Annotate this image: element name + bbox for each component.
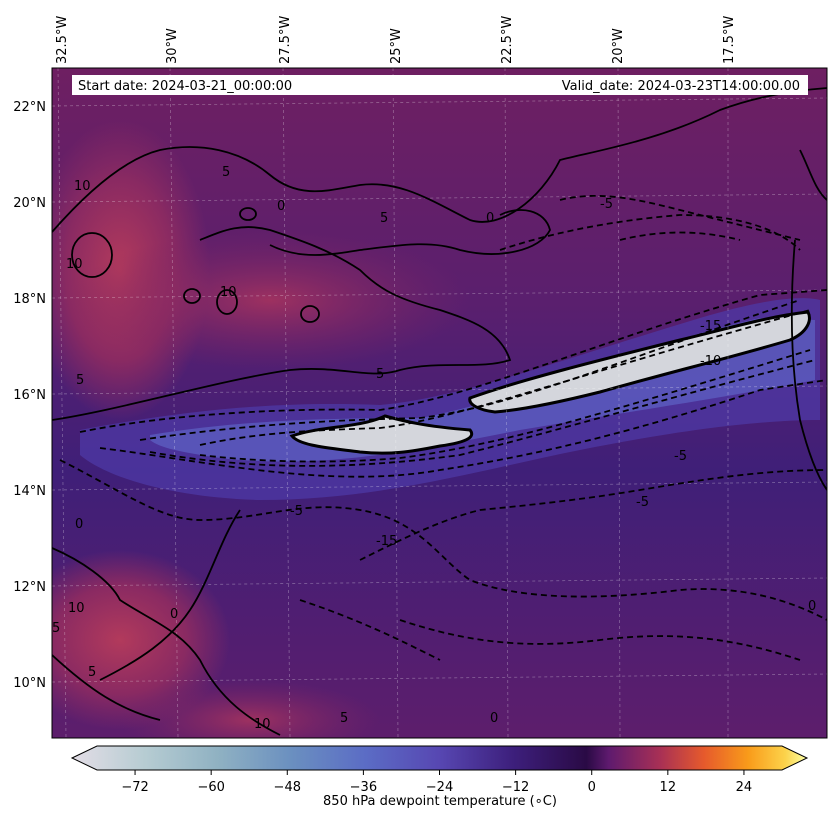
contour-label: 10: [254, 717, 271, 732]
colorbar-tick-label: −48: [274, 780, 301, 795]
contour-label: 5: [376, 367, 384, 382]
contour-label: 5: [52, 621, 60, 636]
contour-label: 0: [486, 211, 494, 226]
colorbar-tick-label: −60: [197, 780, 224, 795]
lat-tick-label: 10°N: [13, 676, 46, 691]
lon-tick-label: 17.5°W: [722, 16, 737, 64]
colorbar-ticks: −72 −60 −48 −36 −24 −12 0 12 24: [121, 770, 752, 795]
colorbar-tick-label: 24: [736, 780, 753, 795]
contour-label: -15: [376, 534, 397, 549]
lon-tick-label: 20°W: [611, 28, 626, 64]
lat-tick-label: 18°N: [13, 292, 46, 307]
warm-region-south: [120, 680, 380, 738]
contour-label: 0: [808, 599, 816, 614]
colorbar-bar: [70, 745, 809, 771]
lon-tick-label: 27.5°W: [278, 16, 293, 64]
contour-label: -15: [700, 319, 721, 334]
warm-region-southwest: [52, 550, 230, 730]
contour-label: 5: [88, 665, 96, 680]
valid-date-label: Valid_date: 2024-03-23T14:00:00.00: [562, 79, 800, 94]
contour-label: 10: [220, 285, 237, 300]
contour-label: -5: [290, 504, 303, 519]
info-bar-background: [72, 75, 808, 95]
dashed-contours: [59, 195, 827, 661]
colorbar-tick-label: 0: [588, 780, 596, 795]
contour-label: 10: [74, 179, 91, 194]
map-panel: 10 5 0 10 10 0 5 5 5 -5 -10 -15 -5 -15 -…: [52, 68, 827, 738]
colorbar-label: 850 hPa dewpoint temperature (∘C): [323, 794, 557, 809]
contour-label: -5: [600, 197, 613, 212]
lon-tick-label: 30°W: [165, 28, 180, 64]
contour-label: 10: [66, 257, 83, 272]
contour-label: 5: [222, 165, 230, 180]
contour-label: -10: [700, 354, 721, 369]
lat-tick-label: 14°N: [13, 484, 46, 499]
contour-label: 5: [76, 373, 84, 388]
solid-contours: [52, 87, 827, 736]
contour-label: 5: [340, 711, 348, 726]
contour-label: -5: [674, 449, 687, 464]
info-bar: Start date: 2024-03-21_00:00:00 Valid_da…: [72, 75, 808, 95]
contour-label: 0: [490, 711, 498, 726]
very-dry-core-east: [468, 310, 811, 414]
lat-tick-label: 16°N: [13, 388, 46, 403]
map-frame: [51, 67, 828, 739]
contour-label: 0: [170, 607, 178, 622]
colorbar-tick-label: −36: [350, 780, 377, 795]
lat-tick-label: 12°N: [13, 580, 46, 595]
contour-label: 5: [380, 211, 388, 226]
contour-label: 0: [75, 517, 83, 532]
colorbar-tick-label: −72: [121, 780, 148, 795]
longitude-ticks: 32.5°W 30°W 27.5°W 25°W 22.5°W 20°W 17.5…: [55, 16, 737, 64]
colorbar-tick-label: −24: [426, 780, 453, 795]
lat-tick-label: 20°N: [13, 196, 46, 211]
start-date-label: Start date: 2024-03-21_00:00:00: [78, 79, 292, 94]
colorbar-tick-label: −12: [502, 780, 529, 795]
very-dry-core-west: [289, 414, 474, 455]
warm-region-mid: [70, 230, 470, 370]
contour-labels: 10 5 0 10 10 0 5 5 5 -5 -10 -15 -5 -15 -…: [52, 165, 816, 732]
contour-label: -5: [636, 495, 649, 510]
lon-tick-label: 32.5°W: [55, 16, 70, 64]
colorbar: −72 −60 −48 −36 −24 −12 0 12 24 850 hPa dewpoint…: [70, 745, 809, 809]
latitude-ticks: 22°N 20°N 18°N 16°N 14°N 12°N 10°N: [13, 100, 46, 691]
contour-label: 0: [277, 199, 285, 214]
contour-label: 10: [68, 601, 85, 616]
colorbar-tick-label: 12: [660, 780, 677, 795]
lon-tick-label: 22.5°W: [500, 16, 515, 64]
lat-tick-label: 22°N: [13, 100, 46, 115]
lon-tick-label: 25°W: [389, 28, 404, 64]
